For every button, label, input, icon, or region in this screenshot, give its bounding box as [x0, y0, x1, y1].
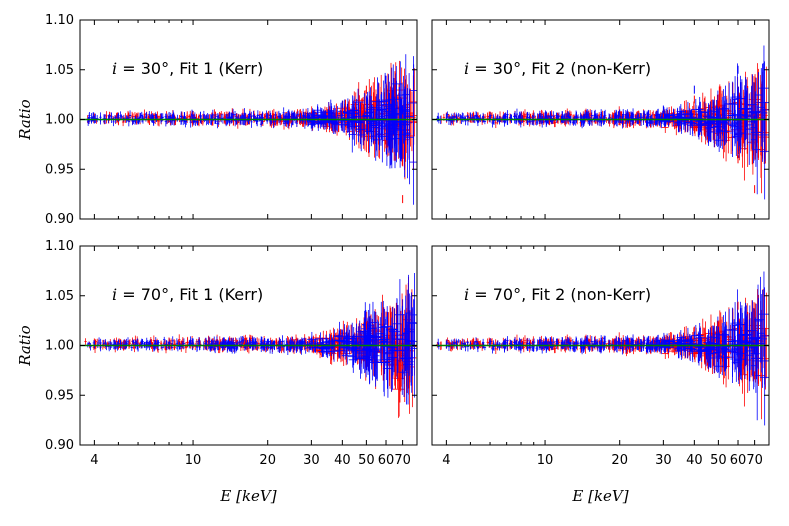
y-tick-label: 1.10	[45, 13, 74, 28]
y-axis-label: Ratio	[16, 99, 34, 140]
panel-annotation: i = 30°, Fit 2 (non-Kerr)	[464, 59, 651, 78]
y-tick-label: 0.95	[45, 162, 74, 177]
y-tick-label: 0.90	[45, 212, 74, 227]
panel-top-left: 0.90 0.95 1.00 1.05 1.10 Ratio i = 30°, Fit 1 …	[16, 13, 418, 227]
data-points-bottom-left	[84, 272, 417, 418]
panel-bottom-left: 0.900.951.001.051.104 10 20 30 40 50 60 70Ratio…	[16, 239, 418, 505]
panel-top-right: i = 30°, Fit 2 (non-Kerr)	[431, 19, 770, 220]
panel-annotation: i = 30°, Fit 1 (Kerr)	[112, 59, 263, 78]
y-tick-label: 1.00	[45, 113, 74, 128]
y-tick-label: 1.05	[45, 63, 74, 78]
data-points-top-right	[436, 45, 769, 200]
